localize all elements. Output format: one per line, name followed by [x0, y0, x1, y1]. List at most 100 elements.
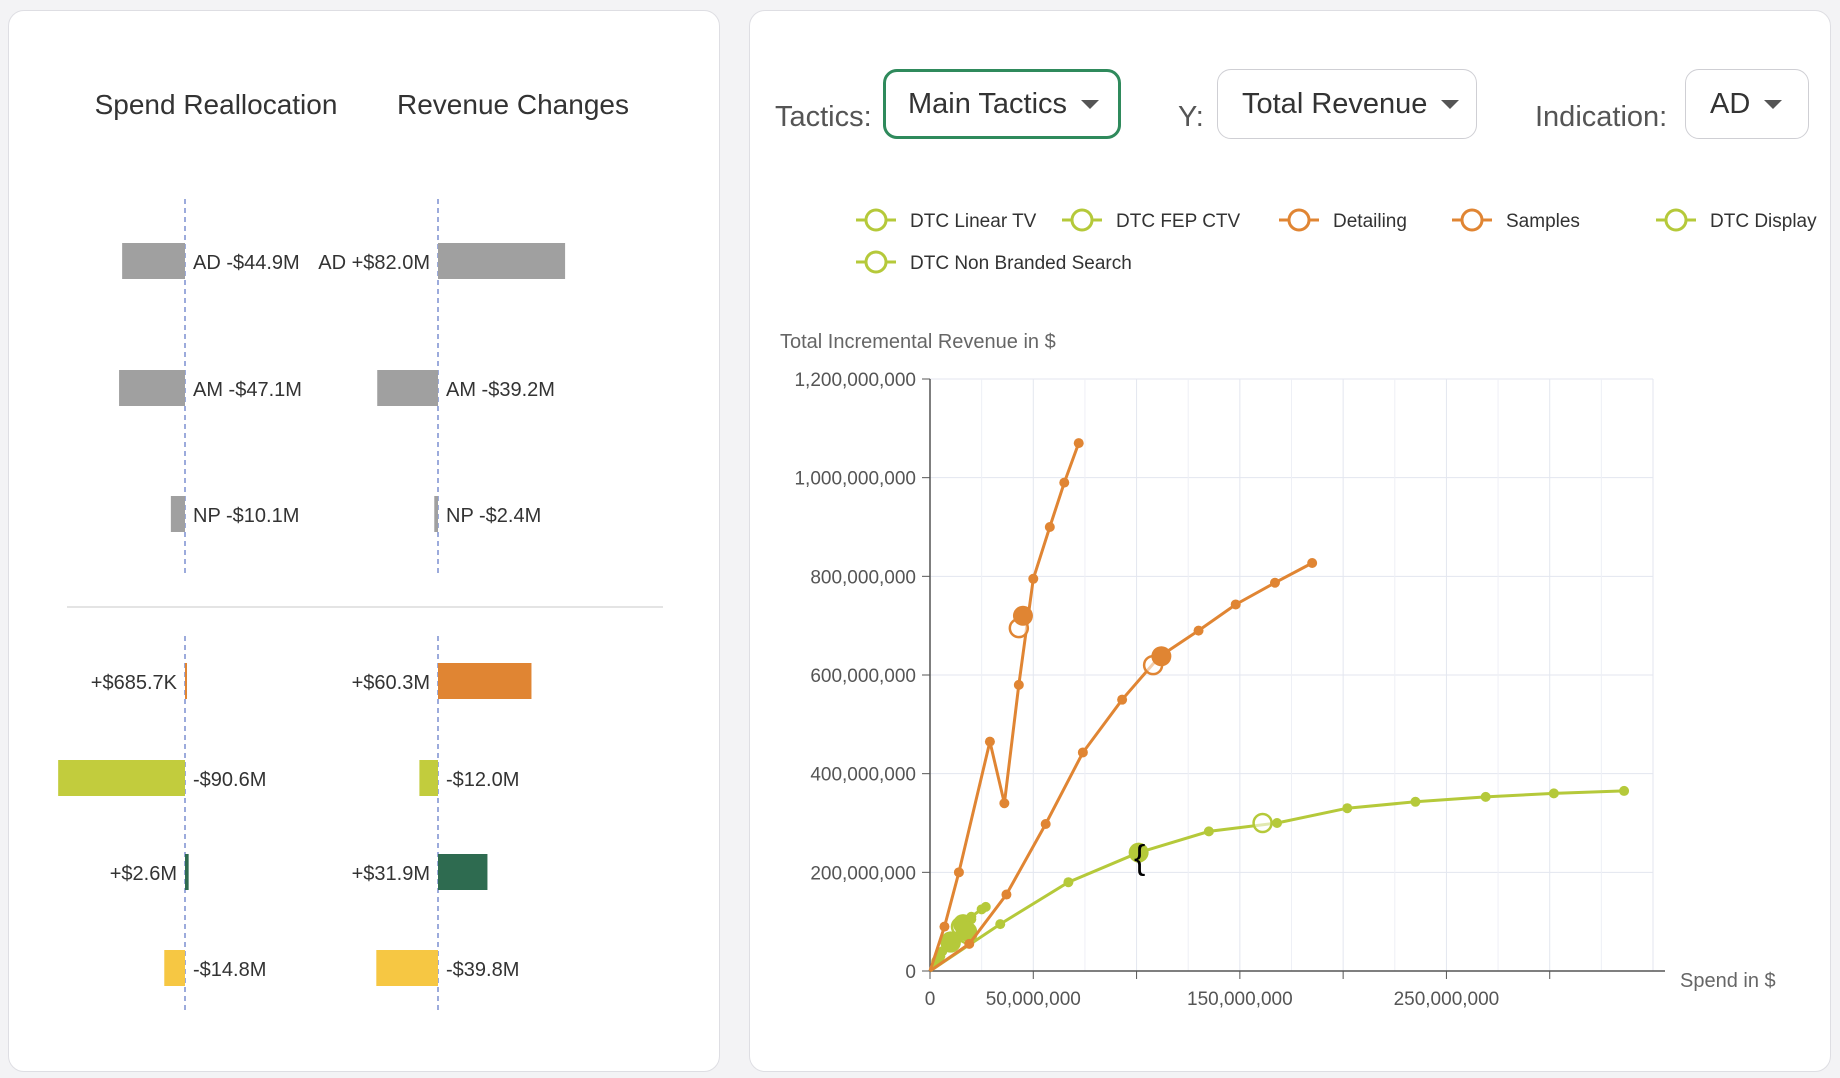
y-dropdown[interactable]: Total Revenue	[1217, 69, 1477, 139]
tactic-row-spend-label: -$90.6M	[193, 769, 266, 791]
data-point	[931, 956, 942, 967]
y-tick-label: 1,200,000,000	[794, 370, 916, 391]
legend-label: Detailing	[1333, 211, 1407, 232]
data-point	[1013, 679, 1024, 690]
series-line	[928, 905, 987, 972]
data-point	[984, 736, 995, 747]
optimal-spend-marker	[940, 932, 961, 953]
indication-label: Indication:	[1535, 101, 1668, 133]
indication-row-revenue-bar	[434, 496, 438, 532]
indication-row-revenue-label: AM -$39.2M	[446, 379, 555, 401]
spend-reallocation-title: Spend Reallocation	[95, 89, 338, 120]
legend-item[interactable]: DTC Non Branded Search	[856, 250, 1132, 274]
series-line	[929, 789, 1625, 973]
indication-row-spend-label: AM -$47.1M	[193, 379, 302, 401]
y-axis-title: Total Incremental Revenue in $	[780, 331, 1056, 353]
legend-item[interactable]: DTC Linear TV	[856, 208, 1037, 232]
legend-item[interactable]: Samples	[1452, 208, 1580, 232]
tactics-dropdown[interactable]: Main Tactics	[883, 69, 1121, 139]
indication-row-spend-bar	[170, 496, 185, 532]
series-dtc-non-branded-search[interactable]	[928, 931, 961, 972]
legend-label: DTC Non Branded Search	[910, 253, 1132, 274]
data-point	[949, 931, 960, 942]
data-point	[976, 904, 987, 915]
series-samples[interactable]	[929, 558, 1318, 973]
data-point	[1193, 625, 1204, 636]
data-point	[1063, 877, 1074, 888]
data-point	[1077, 747, 1088, 758]
data-point	[939, 921, 950, 932]
current-spend-marker	[953, 914, 974, 935]
optimal-spend-marker	[956, 923, 978, 945]
indication-row-revenue-label: AD +$82.0M	[318, 252, 430, 274]
x-tick-label: 150,000,000	[1187, 989, 1293, 1010]
data-point	[966, 914, 977, 925]
response-curve-panel: Tactics: Main Tactics Y: Total Revenue I…	[749, 10, 1831, 1072]
data-point	[1619, 785, 1630, 796]
series-line	[929, 561, 1313, 973]
legend-item[interactable]: DTC Display	[1656, 208, 1817, 232]
data-point	[1040, 818, 1051, 829]
legend-label: DTC Linear TV	[910, 211, 1037, 232]
data-point	[1154, 651, 1165, 662]
indication-row-spend-label: NP -$10.1M	[193, 505, 299, 527]
tactic-row-spend-bar	[185, 663, 187, 699]
data-point	[964, 938, 975, 949]
tactics-label: Tactics:	[775, 101, 872, 133]
legend-item[interactable]: Detailing	[1279, 208, 1407, 232]
data-point	[1272, 818, 1283, 828]
data-point	[995, 919, 1006, 930]
x-axis-title: Spend in $	[1680, 970, 1776, 992]
data-point	[1480, 791, 1491, 802]
reallocation-panel: Spend Reallocation Revenue Changes AD -$…	[8, 10, 720, 1072]
legend-swatch-marker	[864, 208, 888, 232]
indication-row-revenue-label: NP -$2.4M	[446, 505, 541, 527]
data-point	[945, 936, 956, 947]
tactic-row-spend-label: -$14.8M	[193, 959, 266, 981]
indication-dropdown[interactable]: AD	[1685, 69, 1809, 139]
legend-item[interactable]: DTC FEP CTV	[1062, 208, 1241, 232]
data-point	[933, 953, 944, 964]
data-point	[949, 931, 960, 942]
data-point	[966, 911, 977, 922]
series-line	[928, 935, 956, 972]
tactic-row-revenue-bar	[376, 950, 438, 986]
x-tick-label: 250,000,000	[1394, 989, 1500, 1010]
data-point	[1203, 826, 1214, 837]
x-tick-label: 0	[925, 989, 936, 1010]
indication-row-revenue-bar	[377, 370, 438, 406]
tactic-row-revenue-label: +$31.9M	[352, 863, 430, 885]
current-spend-marker	[940, 931, 961, 952]
tactic-row-revenue-label: +$60.3M	[352, 672, 430, 694]
series-dtc-display[interactable]	[928, 914, 977, 972]
data-point	[1117, 694, 1128, 705]
y-dropdown-value: Total Revenue	[1242, 87, 1428, 120]
data-point	[937, 946, 948, 957]
optimal-spend-marker	[950, 916, 972, 937]
x-tick-label: 50,000,000	[986, 989, 1081, 1010]
tactic-row-spend-label: +$2.6M	[110, 863, 177, 885]
series-dtc-linear-tv[interactable]	[929, 785, 1630, 973]
tactic-row-revenue-label: -$12.0M	[446, 769, 519, 791]
indication-row-spend-bar	[122, 243, 185, 279]
data-point	[980, 901, 991, 912]
tactic-row-revenue-bar	[419, 760, 438, 796]
data-point	[935, 951, 946, 962]
response-curve-chart: DTC Linear TV DTC FEP CTV Detailing Samples…	[780, 208, 1817, 1010]
data-point	[1001, 889, 1012, 900]
tactic-row-revenue-label: -$39.8M	[446, 959, 519, 981]
optimal-spend-marker	[1252, 812, 1273, 834]
data-point	[1269, 577, 1280, 588]
series-detailing[interactable]	[928, 438, 1084, 972]
revenue-changes-title: Revenue Changes	[397, 89, 629, 120]
current-spend-marker	[1128, 842, 1149, 863]
y-tick-label: 800,000,000	[810, 567, 916, 588]
series-dtc-fep-ctv[interactable]	[928, 901, 991, 972]
chevron-down-icon	[1764, 99, 1783, 109]
legend-swatch-marker	[864, 250, 888, 274]
optimal-spend-marker	[1008, 617, 1030, 639]
y-tick-label: 0	[905, 962, 916, 983]
legend-label: DTC Display	[1710, 211, 1817, 232]
y-tick-label: 600,000,000	[810, 666, 916, 687]
data-point	[958, 921, 969, 932]
